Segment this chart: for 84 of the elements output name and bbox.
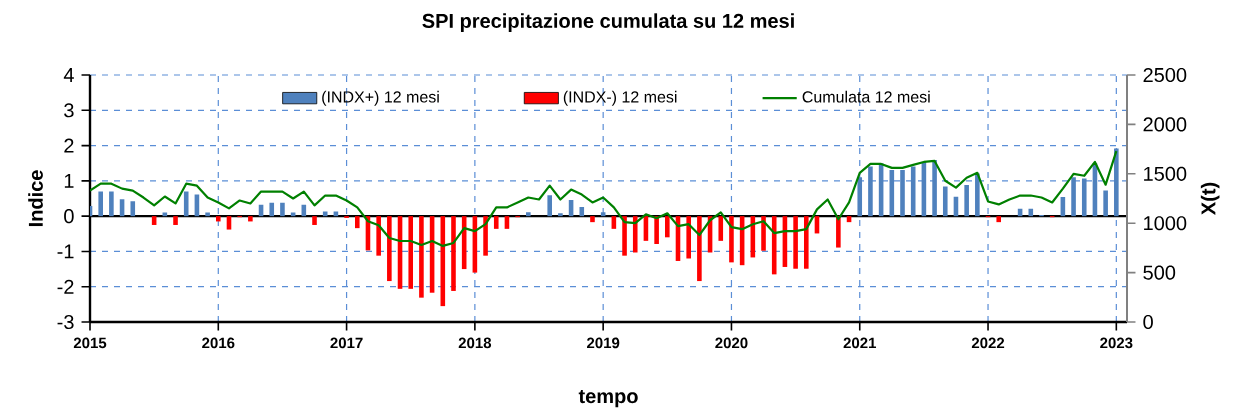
x-axis-title: tempo <box>578 389 638 408</box>
legend-label: Cumulata 12 mesi <box>802 90 930 103</box>
bar <box>665 216 670 238</box>
bar <box>451 216 456 291</box>
bar <box>408 216 414 289</box>
y2-tick-label: 0 <box>1143 314 1153 330</box>
x-tick-label: 2017 <box>330 337 363 349</box>
bar <box>686 216 691 259</box>
bar <box>900 169 905 217</box>
bar <box>590 216 595 223</box>
bar <box>387 216 392 282</box>
legend-label: (INDX+) 12 mesi <box>322 90 439 106</box>
bar <box>942 186 948 217</box>
bar <box>226 216 232 230</box>
bar <box>718 216 724 241</box>
y-axis-title: Indice <box>28 170 43 227</box>
bar <box>558 213 563 217</box>
bar <box>216 216 221 222</box>
x-tick-label: 2016 <box>202 337 235 349</box>
y2-tick-label: 2500 <box>1143 67 1187 83</box>
x-tick-label: 2023 <box>1100 337 1133 349</box>
bar <box>1103 190 1108 217</box>
bar <box>322 211 328 217</box>
bar <box>504 216 510 229</box>
y-tick-label: 4 <box>63 68 74 82</box>
bar <box>483 216 488 256</box>
bar <box>761 216 766 251</box>
y-tick-label: 1 <box>64 173 74 188</box>
bar <box>697 216 702 282</box>
bar <box>493 216 499 229</box>
bar <box>130 201 136 217</box>
y-tick-label: 3 <box>64 103 74 118</box>
bar <box>654 216 659 245</box>
x-tick-label: 2015 <box>73 337 107 349</box>
y2-tick-label: 2000 <box>1143 117 1187 132</box>
bar <box>1071 177 1076 217</box>
bar <box>547 195 552 217</box>
bar <box>526 212 531 217</box>
bar <box>771 216 777 275</box>
bar <box>611 216 617 229</box>
legend-label: (INDX-) 12 mesi <box>563 90 677 106</box>
bar <box>632 216 638 253</box>
bar <box>964 185 969 217</box>
bar <box>579 206 585 217</box>
bar <box>248 216 253 222</box>
bar <box>1114 148 1119 217</box>
y2-tick-label: 500 <box>1143 265 1176 280</box>
bar <box>205 212 210 217</box>
bar <box>98 191 103 217</box>
bar <box>376 216 381 256</box>
x-tick-label: 2021 <box>843 337 877 349</box>
bar <box>354 216 360 229</box>
bar <box>1081 178 1087 217</box>
bar <box>173 216 178 225</box>
bar <box>269 202 275 217</box>
bar <box>868 166 873 217</box>
y-tick-label: -2 <box>57 279 74 294</box>
y2-tick-label: 1000 <box>1144 216 1187 231</box>
bar <box>975 173 980 217</box>
bar <box>312 216 317 225</box>
bar <box>932 160 937 217</box>
y2-axis-title: X(t) <box>1200 182 1220 215</box>
y-tick-label: 2 <box>64 138 74 153</box>
x-tick-label: 2020 <box>715 337 748 349</box>
x-tick-label: 2019 <box>587 337 620 349</box>
x-tick-label: 2018 <box>458 337 492 349</box>
y2-tick-label: 1500 <box>1144 166 1187 181</box>
bar <box>793 216 798 269</box>
bar <box>803 216 809 269</box>
x-tick-label: 2022 <box>971 337 1005 349</box>
y-tick-label: -1 <box>57 244 74 259</box>
bar <box>857 177 863 217</box>
bar <box>836 216 841 248</box>
y-tick-label: 0 <box>64 209 74 224</box>
bar <box>109 191 114 217</box>
bar <box>419 216 424 298</box>
bar <box>183 191 189 217</box>
chart-title: SPI precipitazione cumulata su 12 mesi <box>422 13 794 32</box>
bar <box>280 202 285 217</box>
bar <box>996 216 1002 223</box>
bar <box>729 216 734 263</box>
y-tick-label: -3 <box>57 314 74 330</box>
bar <box>1028 208 1034 217</box>
bar <box>622 216 627 256</box>
